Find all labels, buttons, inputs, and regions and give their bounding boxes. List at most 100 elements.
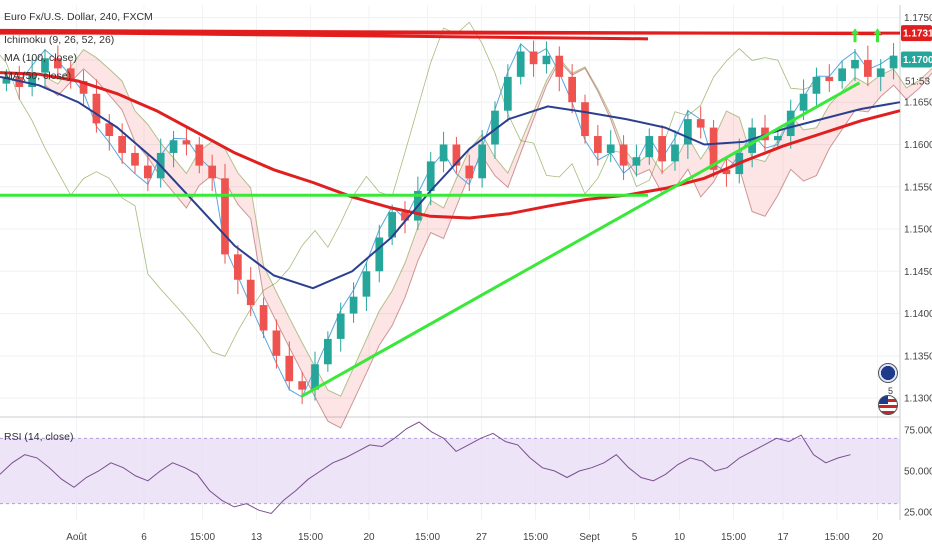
candle[interactable] — [401, 212, 409, 221]
candle[interactable] — [246, 279, 255, 306]
candle[interactable] — [195, 144, 204, 166]
candle[interactable] — [799, 93, 808, 111]
candle[interactable] — [285, 355, 294, 382]
eu-flag-icon[interactable] — [878, 363, 898, 383]
candle[interactable] — [555, 55, 564, 77]
candle[interactable] — [144, 165, 152, 179]
ma50-legend[interactable]: MA (50, close) — [4, 70, 72, 82]
candle[interactable] — [259, 305, 268, 331]
us-flag-icon[interactable] — [878, 395, 898, 415]
candle[interactable] — [66, 68, 75, 82]
candle[interactable] — [658, 136, 666, 162]
candle[interactable] — [619, 144, 628, 166]
candle[interactable] — [105, 123, 114, 137]
candle[interactable] — [298, 381, 306, 390]
time-tick-label: 15:00 — [824, 532, 849, 543]
candle[interactable] — [375, 237, 384, 272]
red_top-trendline[interactable] — [0, 28, 883, 36]
candle[interactable] — [786, 110, 795, 137]
candle[interactable] — [465, 165, 474, 179]
time-tick-label: 20 — [872, 532, 884, 543]
candle[interactable] — [324, 338, 332, 365]
candle[interactable] — [594, 136, 602, 153]
candle[interactable] — [349, 296, 358, 314]
candle[interactable] — [851, 59, 859, 69]
candle[interactable] — [516, 51, 525, 77]
candle[interactable] — [118, 136, 126, 153]
candlesticks[interactable] — [2, 40, 898, 405]
price-tick-label: 1.16500 — [904, 98, 932, 109]
time-axis[interactable]: Août 6 15:00 13 15:00 20 15:00 27 15:00 Sept 5 10 15… — [66, 532, 883, 543]
candle[interactable] — [182, 140, 191, 145]
candle[interactable] — [529, 51, 538, 65]
candle[interactable] — [311, 364, 319, 390]
candle[interactable] — [696, 119, 705, 128]
candle[interactable] — [709, 127, 718, 170]
chikou-line — [0, 21, 817, 357]
moving-averages — [0, 71, 901, 290]
time-tick-label: 13 — [251, 532, 263, 543]
time-tick-label: 5 — [632, 532, 638, 543]
rsi-line[interactable] — [0, 421, 851, 515]
candle[interactable] — [722, 169, 731, 175]
candle[interactable] — [889, 55, 898, 69]
up-arrow-icon — [873, 28, 882, 43]
senkou-span-a — [44, 48, 932, 397]
candle[interactable] — [606, 144, 615, 153]
candle[interactable] — [336, 313, 345, 339]
ma100-legend[interactable]: MA (100, close) — [4, 52, 77, 64]
candle[interactable] — [491, 110, 499, 145]
candle[interactable] — [221, 178, 229, 255]
candle[interactable] — [41, 58, 49, 73]
time-tick-label: 10 — [674, 532, 686, 543]
price-axis[interactable]: 1.175001.170001.165001.160001.155001.150… — [901, 13, 932, 405]
candle[interactable] — [864, 59, 872, 77]
candle[interactable] — [272, 330, 281, 356]
candle[interactable] — [439, 144, 448, 162]
candle[interactable] — [812, 76, 821, 94]
candle[interactable] — [542, 55, 551, 65]
candle[interactable] — [684, 119, 692, 145]
candle[interactable] — [234, 254, 242, 280]
candle[interactable] — [131, 152, 139, 166]
candle[interactable] — [208, 165, 216, 179]
rsi-tick-label: 50.0000 — [904, 467, 932, 478]
ma50-line[interactable] — [0, 75, 901, 290]
trendlines[interactable] — [0, 28, 900, 398]
candle[interactable] — [79, 81, 88, 94]
candle[interactable] — [92, 93, 101, 124]
ichimoku-legend[interactable]: Ichimoku (9, 26, 52, 26) — [4, 34, 115, 46]
rsi-legend[interactable]: RSI (14, close) — [4, 431, 74, 443]
candle[interactable] — [478, 144, 486, 179]
price-tick-label: 1.15500 — [904, 182, 932, 193]
candle[interactable] — [825, 76, 834, 82]
green_up-trendline[interactable] — [300, 81, 861, 398]
ma100-line[interactable] — [0, 71, 901, 220]
time-tick-label: Août — [66, 532, 87, 543]
candle[interactable] — [388, 212, 396, 238]
candle[interactable] — [504, 76, 512, 111]
candle[interactable] — [774, 136, 782, 141]
time-tick-label: 15:00 — [298, 532, 323, 543]
candle[interactable] — [581, 102, 589, 137]
candle[interactable] — [452, 144, 461, 166]
candle[interactable] — [169, 140, 178, 153]
candle[interactable] — [2, 76, 11, 84]
candle[interactable] — [838, 68, 846, 82]
red_down-trendline[interactable] — [0, 30, 649, 41]
time-tick-label: 15:00 — [190, 532, 215, 543]
candle[interactable] — [645, 136, 654, 158]
candle[interactable] — [54, 58, 62, 69]
candle[interactable] — [761, 127, 769, 141]
red-price-tag: 1.17317 — [903, 29, 932, 40]
candle[interactable] — [568, 76, 576, 103]
candle[interactable] — [748, 127, 756, 153]
price-tick-label: 1.13000 — [904, 394, 932, 405]
candle[interactable] — [876, 68, 885, 77]
candle[interactable] — [632, 157, 641, 166]
candle[interactable] — [28, 72, 36, 87]
candle[interactable] — [671, 144, 679, 162]
candle[interactable] — [362, 271, 371, 297]
candle[interactable] — [426, 161, 435, 191]
